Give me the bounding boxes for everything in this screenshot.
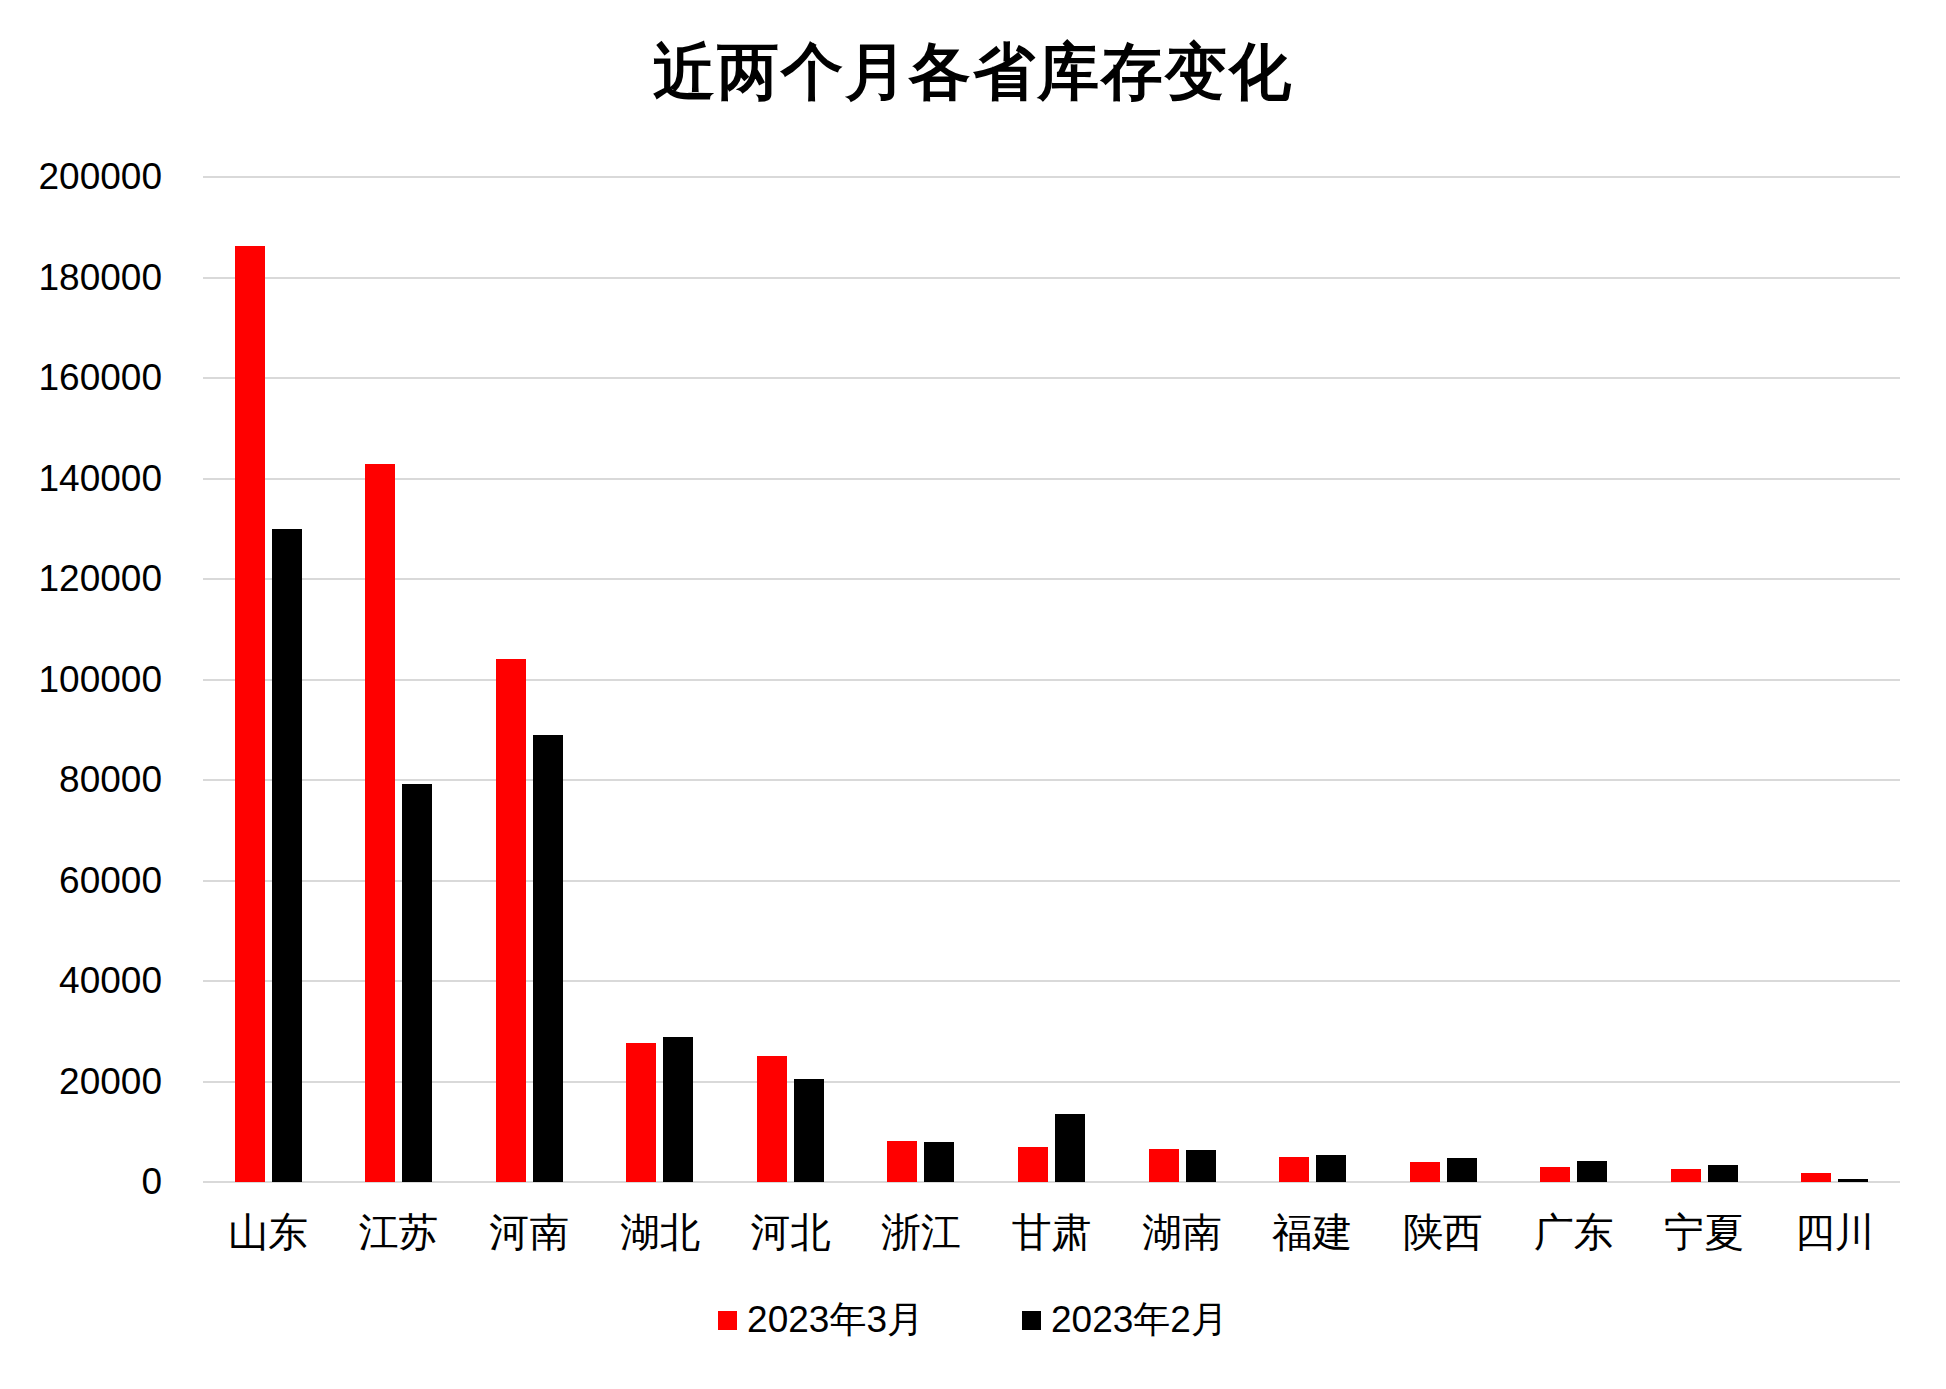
bar-2023年3月-河北 bbox=[757, 1056, 787, 1182]
legend: 2023年3月 2023年2月 bbox=[0, 1300, 1946, 1340]
y-axis-tick-label: 20000 bbox=[0, 1063, 162, 1100]
bar-2023年2月-福建 bbox=[1316, 1155, 1346, 1182]
bar-2023年3月-江苏 bbox=[365, 464, 395, 1182]
y-axis-tick-label: 40000 bbox=[0, 962, 162, 999]
bar-2023年3月-湖北 bbox=[626, 1043, 656, 1182]
bar-2023年2月-河北 bbox=[794, 1079, 824, 1182]
gridline bbox=[203, 880, 1900, 882]
bar-2023年2月-湖南 bbox=[1186, 1150, 1216, 1182]
gridline bbox=[203, 1081, 1900, 1083]
bar-2023年3月-山东 bbox=[235, 246, 265, 1182]
bar-2023年3月-浙江 bbox=[887, 1141, 917, 1182]
gridline bbox=[203, 478, 1900, 480]
bar-2023年3月-四川 bbox=[1801, 1173, 1831, 1182]
gridline bbox=[203, 980, 1900, 982]
bar-2023年2月-甘肃 bbox=[1055, 1114, 1085, 1182]
y-axis-tick-label: 120000 bbox=[0, 560, 162, 597]
bar-2023年3月-河南 bbox=[496, 659, 526, 1182]
gridline bbox=[203, 578, 1900, 580]
bar-2023年2月-江苏 bbox=[402, 784, 432, 1182]
bar-2023年2月-广东 bbox=[1577, 1161, 1607, 1182]
legend-label-march: 2023年3月 bbox=[747, 1300, 924, 1340]
y-axis-tick-label: 80000 bbox=[0, 761, 162, 798]
gridline bbox=[203, 679, 1900, 681]
bar-2023年2月-浙江 bbox=[924, 1142, 954, 1182]
bar-2023年2月-四川 bbox=[1838, 1179, 1868, 1182]
legend-swatch-february bbox=[1022, 1311, 1041, 1330]
gridline bbox=[203, 277, 1900, 279]
y-axis-tick-label: 180000 bbox=[0, 259, 162, 296]
gridline bbox=[203, 779, 1900, 781]
y-axis-tick-label: 0 bbox=[0, 1163, 162, 1200]
bar-2023年2月-山东 bbox=[272, 529, 302, 1182]
legend-item-march: 2023年3月 bbox=[718, 1300, 924, 1340]
gridline bbox=[203, 176, 1900, 178]
bar-2023年2月-陕西 bbox=[1447, 1158, 1477, 1182]
y-axis-tick-label: 160000 bbox=[0, 359, 162, 396]
bar-2023年2月-宁夏 bbox=[1708, 1165, 1738, 1182]
y-axis-tick-label: 60000 bbox=[0, 862, 162, 899]
bar-2023年2月-湖北 bbox=[663, 1037, 693, 1182]
bar-2023年3月-福建 bbox=[1279, 1157, 1309, 1182]
gridline bbox=[203, 1181, 1900, 1183]
plot-area: 0 20000 40000 60000 80000 100000 120000 140000 1… bbox=[0, 0, 1946, 1389]
bar-2023年3月-陕西 bbox=[1410, 1162, 1440, 1182]
y-axis-tick-label: 140000 bbox=[0, 460, 162, 497]
bar-2023年3月-宁夏 bbox=[1671, 1169, 1701, 1182]
legend-label-february: 2023年2月 bbox=[1051, 1300, 1228, 1340]
y-axis-tick-label: 200000 bbox=[0, 158, 162, 195]
bar-2023年3月-广东 bbox=[1540, 1167, 1570, 1182]
x-axis-category-label: 四川 bbox=[1755, 1210, 1915, 1254]
bar-2023年3月-湖南 bbox=[1149, 1149, 1179, 1182]
legend-swatch-march bbox=[718, 1311, 737, 1330]
legend-item-february: 2023年2月 bbox=[1022, 1300, 1228, 1340]
gridline bbox=[203, 377, 1900, 379]
y-axis-tick-label: 100000 bbox=[0, 661, 162, 698]
bar-2023年2月-河南 bbox=[533, 735, 563, 1182]
bar-2023年3月-甘肃 bbox=[1018, 1147, 1048, 1182]
